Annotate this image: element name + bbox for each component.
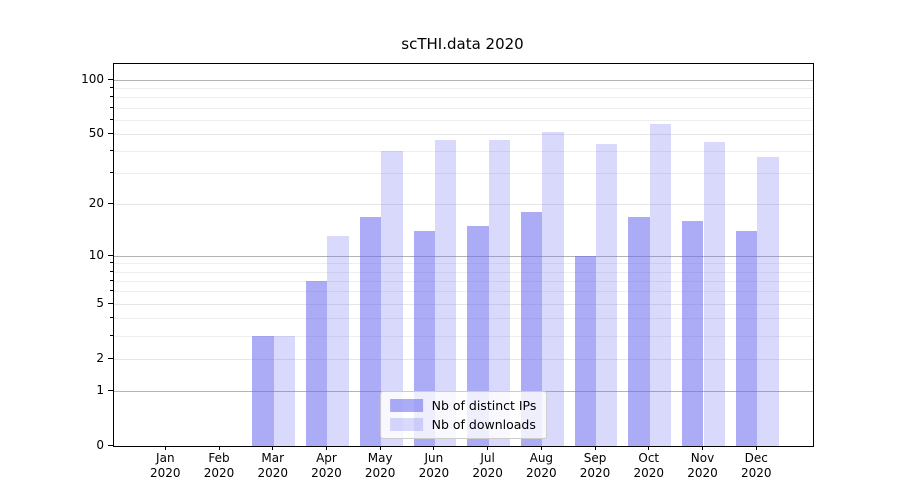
x-tick-label-mar: Mar 2020 (257, 451, 288, 480)
x-tick-mar (272, 446, 274, 450)
y-gridline-70 (114, 107, 813, 109)
x-tick-label-jul: Jul 2020 (472, 451, 503, 480)
y-minortick-80 (110, 96, 113, 98)
y-gridline-6 (114, 291, 813, 293)
x-tick-label-feb: Feb 2020 (203, 451, 235, 480)
x-tick-aug (540, 446, 542, 450)
y-gridline-30 (114, 173, 813, 175)
y-tick-label-50: 50 (88, 125, 104, 140)
bar-downloads-oct (649, 123, 672, 446)
x-tick-jun (433, 446, 435, 450)
y-tick-label-5: 5 (96, 295, 104, 310)
bar-downloads-apr (327, 236, 349, 446)
x-tick-label-dec: Dec 2020 (740, 451, 772, 480)
x-tick-label-apr: Apr 2020 (311, 451, 342, 480)
y-gridline-80 (114, 97, 813, 99)
bar-ips-oct (628, 216, 650, 446)
legend: Nb of distinct IPs Nb of downloads (379, 391, 548, 439)
y-tick-label-100: 100 (81, 71, 104, 86)
y-gridline-60 (114, 119, 813, 121)
y-minortick-70 (110, 106, 113, 108)
y-tick-label-20: 20 (88, 196, 104, 211)
y-tick-1 (108, 389, 113, 391)
y-tick-2 (108, 357, 113, 359)
legend-swatch-distinct-ips (389, 399, 423, 412)
bar-downloads-jul (488, 140, 510, 446)
x-tick-dec (755, 446, 757, 450)
y-minortick-90 (110, 86, 113, 88)
y-gridline-5 (114, 303, 813, 305)
x-tick-label-jan: Jan 2020 (150, 451, 181, 480)
x-tick-jan (164, 446, 166, 450)
plot-area: Nb of distinct IPs Nb of downloads (113, 63, 814, 447)
y-gridline-20 (114, 204, 813, 206)
y-minortick-40 (110, 150, 113, 152)
x-tick-oct (648, 446, 650, 450)
bar-ips-apr (306, 280, 328, 446)
y-tick-10 (108, 254, 113, 256)
y-tick-label-2: 2 (96, 350, 104, 365)
x-tick-feb (218, 446, 220, 450)
bar-ips-mar (252, 335, 274, 446)
bar-ips-sep (574, 255, 597, 446)
y-tick-20 (108, 203, 113, 205)
y-gridline-10 (114, 255, 813, 257)
y-gridline-90 (114, 87, 813, 89)
bar-downloads-may (381, 151, 403, 446)
x-tick-label-aug: Aug 2020 (526, 451, 557, 480)
bar-ips-jul (467, 225, 489, 446)
legend-label-downloads: Nb of downloads (431, 417, 536, 432)
chart-title: scTHI.data 2020 (401, 35, 524, 53)
x-tick-may (379, 446, 381, 450)
y-tick-label-0: 0 (96, 438, 104, 452)
y-gridline-2 (114, 358, 813, 360)
y-gridline-4 (114, 318, 813, 320)
y-gridline-50 (114, 133, 813, 135)
y-gridline-100 (114, 79, 813, 81)
bar-ips-dec (735, 230, 758, 446)
y-minortick-8 (110, 270, 113, 272)
y-minortick-6 (110, 290, 113, 292)
y-tick-50 (108, 132, 113, 134)
x-tick-sep (594, 446, 596, 450)
bar-ips-aug (520, 212, 543, 446)
bar-downloads-mar (273, 335, 296, 446)
bar-ips-may (359, 216, 382, 446)
y-gridline-3 (114, 335, 813, 337)
y-minortick-30 (110, 172, 113, 174)
y-gridline-8 (114, 271, 813, 273)
y-tick-label-1: 1 (96, 382, 104, 397)
y-minortick-4 (110, 317, 113, 319)
x-tick-label-oct: Oct 2020 (633, 451, 665, 480)
legend-label-distinct-ips: Nb of distinct IPs (431, 398, 537, 413)
y-minortick-60 (110, 118, 113, 120)
x-tick-jul (487, 446, 489, 450)
bar-downloads-sep (596, 143, 618, 446)
bar-downloads-dec (757, 157, 779, 446)
bar-downloads-jun (434, 140, 457, 446)
y-gridline-7 (114, 280, 813, 282)
y-tick-5 (108, 302, 113, 304)
y-tick-label-10: 10 (88, 247, 104, 262)
x-tick-nov (702, 446, 703, 450)
x-tick-label-nov: Nov 2020 (687, 451, 718, 480)
legend-item-distinct-ips: Nb of distinct IPs (389, 398, 537, 413)
legend-swatch-downloads (389, 418, 423, 431)
x-tick-apr (325, 446, 327, 450)
bar-downloads-aug (542, 132, 564, 446)
y-gridline-40 (114, 151, 813, 153)
x-tick-label-jun: Jun 2020 (418, 451, 450, 480)
y-tick-100 (108, 78, 113, 80)
x-tick-label-sep: Sep 2020 (579, 451, 611, 480)
y-minortick-7 (110, 279, 113, 281)
y-minortick-9 (110, 262, 113, 264)
x-tick-label-may: May 2020 (364, 451, 396, 480)
bar-ips-nov (682, 221, 704, 446)
y-minortick-3 (110, 334, 113, 336)
y-tick-0 (108, 445, 113, 446)
y-gridline-9 (114, 263, 813, 265)
legend-item-downloads: Nb of downloads (389, 417, 537, 432)
bar-downloads-nov (703, 142, 725, 446)
